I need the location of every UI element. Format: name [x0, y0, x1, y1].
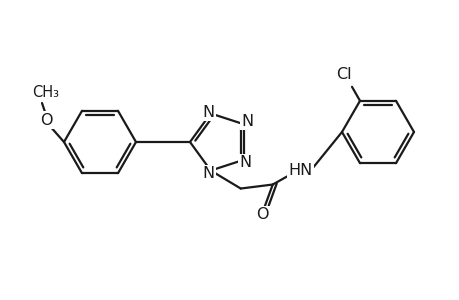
Text: CH₃: CH₃ — [33, 85, 59, 100]
Text: N: N — [202, 105, 214, 120]
Text: N: N — [202, 166, 214, 181]
Text: N: N — [239, 155, 251, 170]
Text: HN: HN — [288, 163, 312, 178]
Text: Cl: Cl — [336, 67, 351, 82]
Text: O: O — [39, 112, 52, 128]
Text: O: O — [256, 207, 269, 222]
Text: N: N — [241, 114, 253, 129]
